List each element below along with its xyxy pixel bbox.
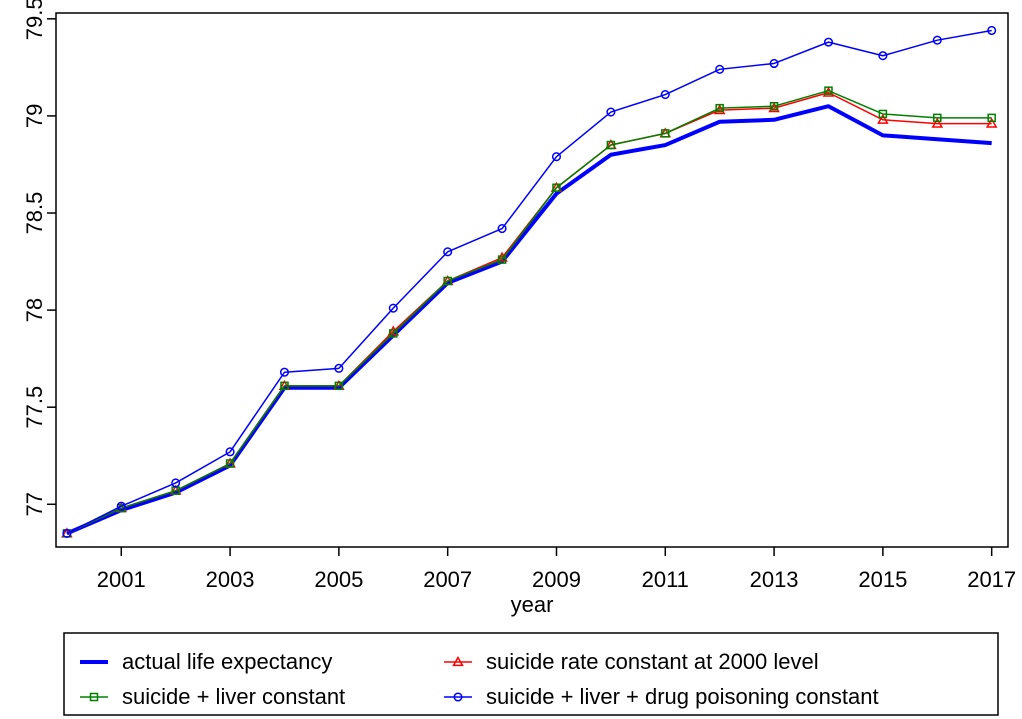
series-suicide-liver-constant <box>62 86 996 538</box>
data-point-suicide-liver-constant-2016 <box>933 113 942 123</box>
data-point-suicide-liver-constant-2007 <box>443 276 452 286</box>
series-layer <box>61 25 998 538</box>
y-tick-label-79: 79 <box>22 104 47 128</box>
data-point-suicide-liver-drug-poisoning-constant-2012 <box>715 64 725 74</box>
legend: actual life expectancy suicide rate const… <box>63 632 999 716</box>
legend-item-suicide-liver-drug-poisoning-constant: suicide + liver + drug poisoning constan… <box>444 684 879 709</box>
data-point-suicide-liver-drug-poisoning-constant-2005 <box>334 363 344 373</box>
data-point-suicide-rate-constant-at-2000-level-2015 <box>877 113 889 124</box>
y-axis: 77 77.5 78 78.5 79 79.5 <box>22 0 56 517</box>
legend-label: suicide + liver + drug poisoning constan… <box>486 684 879 709</box>
data-point-suicide-liver-constant-2005 <box>334 381 344 391</box>
data-point-suicide-rate-constant-at-2000-level-2017 <box>985 117 998 128</box>
data-point-suicide-liver-constant-2006 <box>389 329 398 338</box>
data-point-suicide-liver-constant-2003 <box>225 459 235 468</box>
x-axis-title: year <box>511 592 554 617</box>
data-point-suicide-liver-drug-poisoning-constant-2000 <box>62 528 72 538</box>
x-tick-label-2013: 2013 <box>750 567 799 592</box>
series-line-actual-life-expectancy <box>66 104 992 536</box>
y-tick-label-77: 77 <box>22 492 47 516</box>
x-axis: 2001 2003 2005 2007 2009 2011 2013 2015 2017 <box>97 547 1016 592</box>
data-point-suicide-liver-constant-2004 <box>280 381 289 391</box>
x-tick-label-2017: 2017 <box>967 567 1016 592</box>
series-suicide-liver-drug-poisoning-constant <box>62 25 997 538</box>
data-point-suicide-liver-constant-2010 <box>606 140 616 150</box>
data-point-suicide-liver-drug-poisoning-constant-2010 <box>606 107 616 117</box>
x-tick-label-2009: 2009 <box>532 567 581 592</box>
legend-label: suicide + liver constant <box>122 684 345 709</box>
data-point-suicide-liver-drug-poisoning-constant-2007 <box>443 247 453 257</box>
data-point-suicide-liver-drug-poisoning-constant-2013 <box>769 58 779 69</box>
data-point-suicide-liver-drug-poisoning-constant-2017 <box>987 25 997 36</box>
x-tick-label-2001: 2001 <box>97 567 146 592</box>
x-tick-label-2011: 2011 <box>642 567 689 592</box>
data-point-suicide-rate-constant-at-2000-level-2013 <box>768 102 780 113</box>
x-tick-label-2003: 2003 <box>206 567 255 592</box>
legend-item-actual-life-expectancy: actual life expectancy <box>80 649 332 674</box>
x-tick-label-2007: 2007 <box>423 567 472 592</box>
legend-swatch-marker <box>89 692 99 702</box>
legend-item-suicide-rate-constant-at-2000-level: suicide rate constant at 2000 level <box>444 649 819 674</box>
data-point-suicide-liver-constant-2011 <box>661 129 670 138</box>
data-point-suicide-liver-drug-poisoning-constant-2009 <box>551 152 562 162</box>
data-point-suicide-liver-drug-poisoning-constant-2016 <box>932 35 942 45</box>
data-point-suicide-liver-drug-poisoning-constant-2014 <box>823 37 834 47</box>
data-point-suicide-liver-constant-2013 <box>769 101 779 111</box>
series-line-suicide-liver-drug-poisoning-constant <box>66 29 992 535</box>
data-point-suicide-liver-drug-poisoning-constant-2002 <box>171 478 181 488</box>
data-point-suicide-liver-drug-poisoning-constant-2008 <box>497 223 507 234</box>
series-actual-life-expectancy <box>66 104 992 536</box>
y-tick-label-77-5: 77.5 <box>22 386 47 429</box>
data-point-suicide-liver-constant-2009 <box>552 183 561 193</box>
y-tick-label-78: 78 <box>22 298 47 322</box>
legend-label: suicide rate constant at 2000 level <box>486 649 819 674</box>
x-tick-label-2005: 2005 <box>314 567 363 592</box>
data-point-suicide-liver-drug-poisoning-constant-2001 <box>116 501 126 511</box>
series-line-suicide-liver-constant <box>66 89 992 535</box>
legend-item-suicide-liver-constant: suicide + liver constant <box>80 684 345 709</box>
legend-frame <box>63 632 999 716</box>
data-point-suicide-liver-constant-2008 <box>497 255 507 264</box>
legend-label: actual life expectancy <box>122 649 332 674</box>
data-point-suicide-liver-drug-poisoning-constant-2006 <box>388 303 398 313</box>
data-point-suicide-liver-drug-poisoning-constant-2011 <box>660 90 670 100</box>
plot-area-frame <box>55 12 1009 548</box>
legend-swatch-marker <box>452 655 464 667</box>
data-point-suicide-liver-constant-2012 <box>715 103 724 113</box>
data-point-suicide-liver-constant-2017 <box>987 113 996 123</box>
x-tick-label-2015: 2015 <box>858 567 907 592</box>
data-point-suicide-liver-constant-2015 <box>878 109 888 119</box>
y-tick-label-78-5: 78.5 <box>22 192 47 235</box>
legend-swatch-marker <box>453 692 463 702</box>
data-point-suicide-rate-constant-at-2000-level-2016 <box>931 117 944 128</box>
y-tick-label-79-5: 79.5 <box>22 0 47 40</box>
data-point-suicide-liver-constant-2014 <box>824 86 833 95</box>
data-point-suicide-liver-drug-poisoning-constant-2004 <box>279 367 290 377</box>
data-point-suicide-liver-drug-poisoning-constant-2015 <box>878 51 888 61</box>
data-point-suicide-liver-drug-poisoning-constant-2003 <box>225 447 235 457</box>
